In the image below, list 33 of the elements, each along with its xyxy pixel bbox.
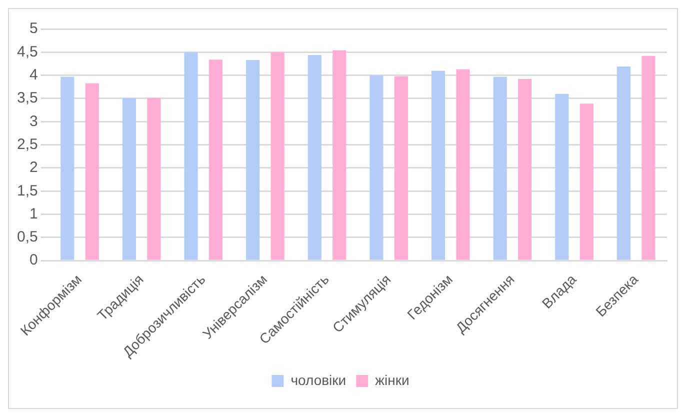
y-tick-label: 3 — [30, 112, 38, 130]
bar — [616, 66, 631, 260]
y-tick-label: 2,5 — [16, 136, 38, 153]
y-tick-label: 3,5 — [16, 90, 38, 107]
y-tick-label: 0 — [30, 252, 38, 269]
y-tick-label: 4 — [30, 66, 38, 84]
y-tick-label: 0,5 — [16, 228, 38, 246]
bar — [208, 60, 223, 260]
bar — [122, 98, 136, 260]
bar — [394, 76, 408, 260]
y-tick-label: 1,5 — [16, 182, 38, 200]
bar — [642, 56, 656, 260]
bar — [60, 76, 74, 260]
bar — [370, 75, 384, 260]
y-tick-label: 2 — [30, 159, 38, 176]
bar — [147, 98, 161, 260]
bar — [246, 60, 260, 260]
bar — [270, 52, 284, 260]
bar — [308, 54, 322, 260]
bar — [332, 50, 346, 260]
legend-label: чоловіки — [290, 372, 346, 388]
y-tick-label: 1 — [30, 205, 38, 222]
bar — [184, 52, 198, 260]
bar — [493, 76, 507, 260]
bar — [580, 104, 594, 260]
bar — [85, 83, 99, 260]
y-tick-label: 5 — [30, 20, 38, 38]
y-tick-label: 4,5 — [16, 43, 38, 60]
bar — [431, 70, 446, 260]
bar — [555, 94, 569, 260]
bar — [456, 69, 470, 260]
legend-label: жінки — [375, 372, 410, 388]
bar — [518, 79, 532, 260]
